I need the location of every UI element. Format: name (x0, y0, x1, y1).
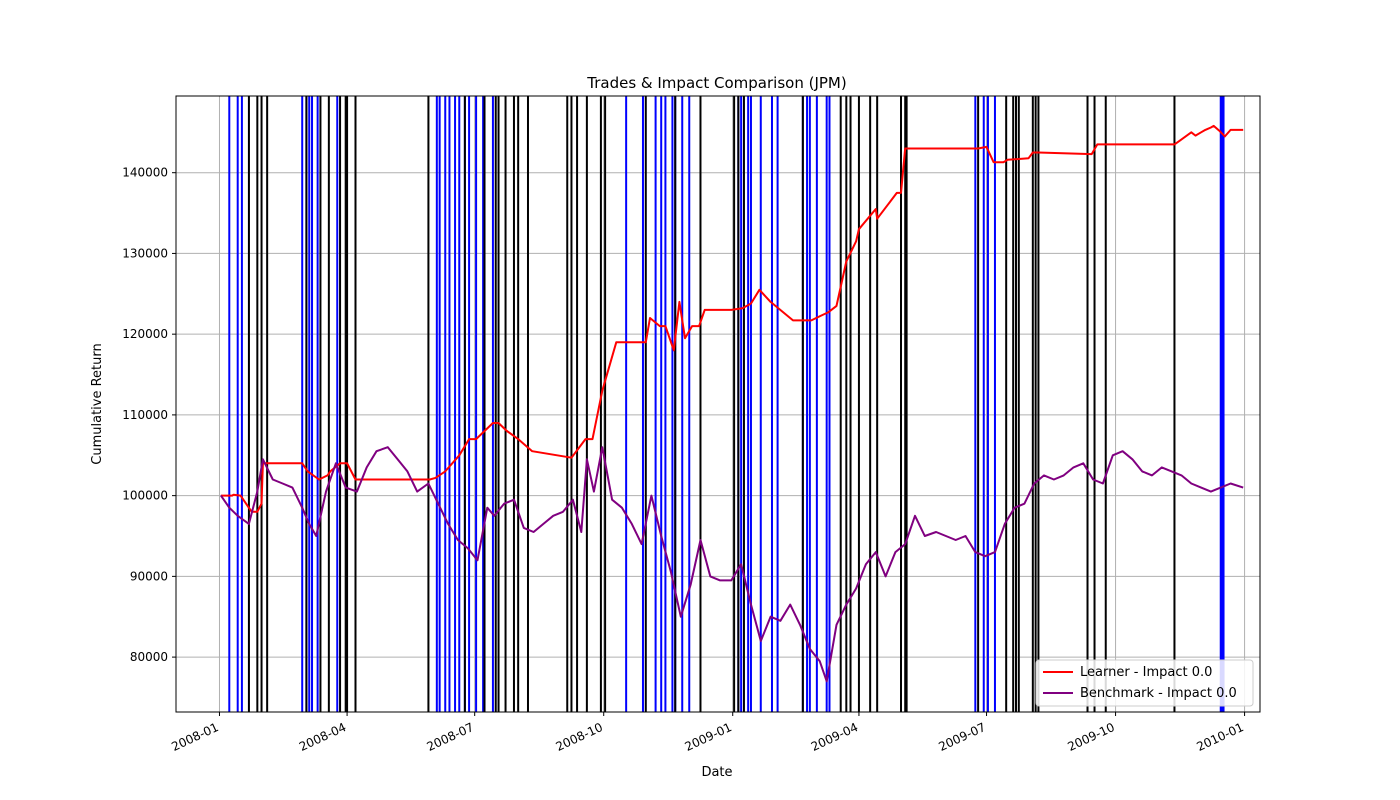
y-tick-label: 110000 (122, 408, 168, 422)
legend-box (1035, 659, 1254, 707)
y-tick-label: 90000 (130, 569, 168, 583)
plot-frame (175, 95, 1261, 713)
y-axis-label: Cumulative Return (90, 343, 105, 464)
x-tick-label: 2008-10 (554, 720, 605, 754)
x-tick-label: 2008-04 (297, 720, 348, 754)
y-tick-label: 100000 (122, 489, 168, 503)
legend: Learner - Impact 0.0 Benchmark - Impact … (1035, 659, 1254, 707)
y-tick-label: 80000 (130, 650, 168, 664)
x-tick-label: 2010-01 (1194, 720, 1245, 754)
y-tick-label: 140000 (122, 166, 168, 180)
x-tick-label: 2009-04 (809, 720, 860, 754)
y-tick-label: 130000 (122, 246, 168, 260)
y-tick-label: 120000 (122, 327, 168, 341)
chart-title: Trades & Impact Comparison (JPM) (586, 74, 846, 92)
x-tick-label: 2009-01 (683, 720, 734, 754)
grid-layer (176, 96, 1260, 712)
legend-label-learner: Learner - Impact 0.0 (1080, 665, 1212, 680)
x-tick-label: 2008-01 (169, 720, 220, 754)
trade-marker-layer (228, 96, 1225, 712)
y-axis-ticks: 80000 90000 100000 110000 120000 130000 140000 (122, 166, 176, 664)
learner-series-line (220, 124, 1244, 513)
x-tick-label: 2009-10 (1065, 720, 1116, 754)
x-tick-label: 2009-07 (936, 720, 987, 754)
legend-label-benchmark: Benchmark - Impact 0.0 (1080, 686, 1237, 701)
benchmark-series-line (220, 446, 1244, 683)
x-axis-label: Date (701, 765, 732, 780)
x-axis-ticks: 2008-01 2008-04 2008-07 2008-10 2009-01 2009-… (169, 712, 1246, 754)
plot-area (175, 95, 1261, 713)
series-layer (220, 124, 1244, 683)
x-tick-label: 2008-07 (425, 720, 476, 754)
